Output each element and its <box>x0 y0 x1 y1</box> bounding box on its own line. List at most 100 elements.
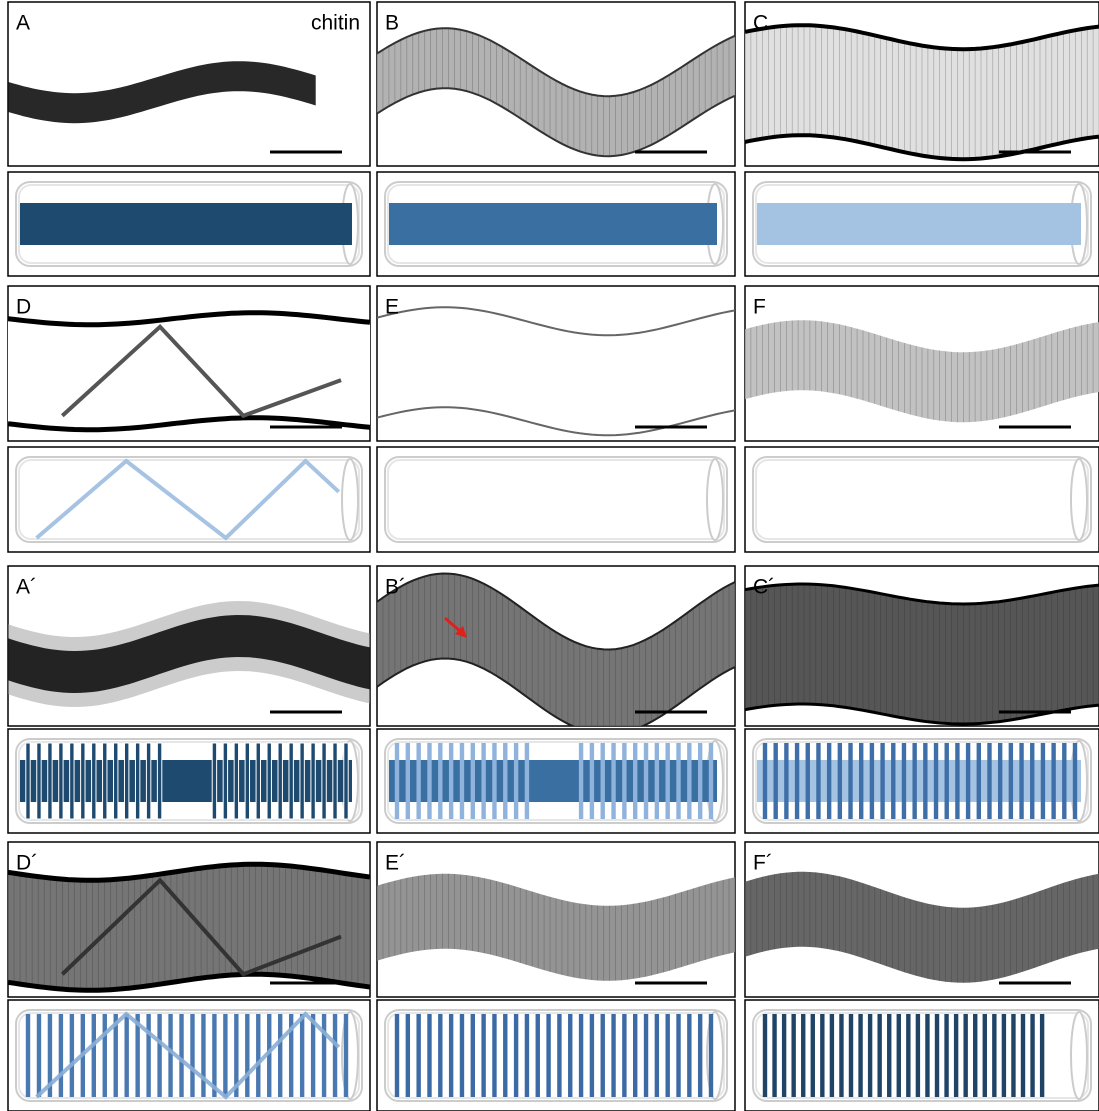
stripe <box>460 743 464 819</box>
micrograph <box>8 864 370 990</box>
stripe <box>1062 743 1066 819</box>
stripe <box>300 1014 304 1097</box>
stripe <box>923 743 927 819</box>
stripe <box>395 743 399 819</box>
stripe <box>1009 743 1013 819</box>
tube-outline <box>385 457 727 542</box>
stripe <box>135 743 139 819</box>
panel: C´ <box>745 566 1099 833</box>
stripe <box>1051 743 1055 819</box>
stripe <box>525 1014 529 1097</box>
stripe <box>503 1014 507 1097</box>
stripe <box>698 1014 702 1097</box>
stripe <box>795 743 799 819</box>
stripe <box>333 1014 337 1097</box>
stripe <box>763 743 767 819</box>
stripe <box>839 1014 843 1097</box>
panel: F´ <box>745 842 1099 1111</box>
panel: A´ <box>8 566 370 833</box>
stripe <box>344 1014 348 1097</box>
stripe <box>1019 743 1023 819</box>
stripe <box>103 743 107 819</box>
stripe <box>772 1014 776 1097</box>
stripe <box>492 743 496 819</box>
panel-label: D´ <box>16 852 38 875</box>
panel-label: F <box>753 296 766 319</box>
chitin-bar <box>20 203 352 245</box>
stripe <box>611 1014 615 1097</box>
tube-end <box>1071 1012 1087 1099</box>
stripe <box>26 743 30 819</box>
stripe <box>481 743 485 819</box>
stripe <box>676 743 680 819</box>
panel-label: B´ <box>385 576 406 599</box>
panel-label: E´ <box>385 852 406 875</box>
stripe <box>114 743 118 819</box>
stripe <box>849 1014 853 1097</box>
stripe <box>983 1014 987 1097</box>
stripe <box>546 1014 550 1097</box>
stripe <box>902 743 906 819</box>
stripe <box>601 743 605 819</box>
stripe <box>816 743 820 819</box>
stripe <box>601 1014 605 1097</box>
stripe <box>868 1014 872 1097</box>
stripe <box>70 1014 74 1097</box>
stripe <box>622 1014 626 1097</box>
figure: AchitinBCDEFA´B´C´D´E´F´ <box>0 0 1099 1111</box>
stripe <box>311 1014 315 1097</box>
tube-end <box>707 459 723 540</box>
stripe <box>471 1014 475 1097</box>
stripe <box>514 743 518 819</box>
stripe <box>1002 1014 1006 1097</box>
stripe <box>791 1014 795 1097</box>
stripe <box>1073 743 1077 819</box>
stripe <box>633 1014 637 1097</box>
stripe <box>579 743 583 819</box>
stripe <box>858 1014 862 1097</box>
stripe <box>784 743 788 819</box>
stripe <box>859 743 863 819</box>
stripe <box>1011 1014 1015 1097</box>
stripe <box>644 743 648 819</box>
stripe <box>906 1014 910 1097</box>
stripe <box>1030 743 1034 819</box>
stripe <box>782 1014 786 1097</box>
stripe <box>687 743 691 819</box>
stripe <box>59 1014 63 1097</box>
stripe <box>579 1014 583 1097</box>
stripe <box>536 1014 540 1097</box>
stripe <box>146 743 150 819</box>
stripe <box>945 743 949 819</box>
stripe <box>322 1014 326 1097</box>
stripe <box>966 743 970 819</box>
stripe <box>503 743 507 819</box>
stripe <box>944 1014 948 1097</box>
stripe <box>925 1014 929 1097</box>
stripe <box>92 1014 96 1097</box>
stripe <box>427 743 431 819</box>
stripe <box>223 1014 227 1097</box>
stripe <box>709 1014 713 1097</box>
stripe <box>611 743 615 819</box>
stripe <box>212 743 216 819</box>
chitin-bar <box>389 203 717 245</box>
stripe <box>427 1014 431 1097</box>
panel-label: D <box>16 296 31 319</box>
stripe <box>471 743 475 819</box>
stripe <box>763 1014 767 1097</box>
stripe <box>954 1014 958 1097</box>
stripe <box>201 1014 205 1097</box>
micrograph <box>745 584 1099 724</box>
panel: D´ <box>8 842 370 1111</box>
panel: B´ <box>377 566 735 833</box>
stripe <box>665 743 669 819</box>
stripe <box>935 1014 939 1097</box>
stripe <box>811 1014 815 1097</box>
stripe <box>698 743 702 819</box>
stripe <box>1040 1014 1044 1097</box>
stripe <box>245 1014 249 1097</box>
stripe <box>190 1014 194 1097</box>
stripe <box>245 743 249 819</box>
panel-label: B <box>385 12 399 35</box>
